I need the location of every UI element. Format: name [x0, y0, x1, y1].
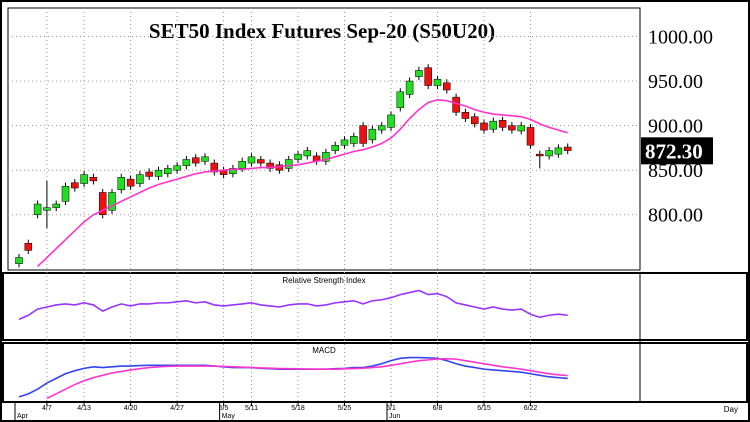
candle-body [508, 125, 516, 131]
candle-body [238, 161, 246, 169]
candle-body [61, 185, 70, 202]
candle-body [517, 125, 525, 132]
candle-body [108, 192, 116, 211]
candle-body [210, 162, 219, 173]
month-label: Apr [17, 413, 29, 420]
x-tick-label: 6/1 [386, 405, 396, 412]
candle-body [201, 156, 209, 162]
y-tick-label: 1000.00 [648, 27, 713, 49]
x-axis-label: Day [724, 405, 738, 414]
candle-body [563, 146, 572, 151]
x-tick-label: 5/5 [219, 405, 229, 412]
candle-body [52, 203, 60, 208]
candle-body [461, 112, 470, 119]
candle-body [470, 116, 479, 125]
candle-body [489, 120, 498, 130]
candle-body [554, 147, 563, 155]
candle-body [15, 257, 23, 265]
macd-title: MACD [312, 346, 336, 355]
candle-body [191, 157, 200, 164]
candle-body [24, 243, 33, 251]
candle-body [294, 153, 302, 160]
price-panel [7, 7, 641, 271]
x-tick-label: 6/15 [477, 405, 491, 412]
candle-body [43, 207, 51, 211]
candle-body [33, 203, 42, 215]
x-tick-label: 5/11 [245, 405, 258, 412]
rsi-panel [2, 272, 748, 341]
y-tick-label: 850.00 [648, 160, 703, 182]
candle-body [359, 125, 367, 144]
candle-body [536, 153, 544, 157]
candle-body [303, 150, 312, 157]
candle-body [387, 114, 395, 128]
candle-body [98, 192, 107, 215]
candle-body [247, 156, 256, 164]
rsi-title: Relative Strength Index [282, 276, 365, 285]
x-tick-label: 4/13 [77, 405, 91, 412]
candle-body [182, 159, 191, 166]
x-tick-label: 4/27 [170, 405, 184, 412]
candle-body [526, 127, 535, 146]
candle-body [377, 125, 386, 131]
x-tick-label: 5/25 [338, 405, 352, 412]
candle-body [433, 79, 442, 86]
candle-body [443, 82, 451, 91]
candle-body [229, 168, 237, 175]
candle-body [368, 128, 377, 141]
candle-body [424, 67, 432, 86]
candle-body [257, 159, 265, 164]
candle-body [154, 169, 163, 177]
x-tick-label: 4/7 [42, 405, 52, 412]
candle-body [173, 165, 181, 171]
last-price-label: 872.30 [645, 139, 703, 163]
candle-body [405, 80, 414, 95]
chart-title: SET50 Index Futures Sep-20 (S50U20) [149, 19, 495, 43]
candle-body [89, 177, 98, 182]
candle-body [480, 122, 488, 131]
candle-body [284, 159, 293, 169]
candle-body [322, 152, 330, 162]
month-label: May [222, 413, 236, 420]
x-tick-label: 6/8 [433, 405, 443, 412]
y-tick-label: 950.00 [648, 71, 703, 93]
candle-body [80, 174, 88, 184]
candle-body [415, 70, 423, 77]
candle-body [350, 136, 358, 144]
candle-body [498, 120, 507, 128]
candle-body [545, 150, 553, 157]
candle-body [164, 168, 172, 175]
y-tick-label: 900.00 [648, 116, 703, 138]
x-tick-label: 6/22 [524, 405, 538, 412]
indicator-line [18, 289, 568, 321]
y-tick-label: 800.00 [648, 205, 703, 227]
indicator-line [46, 357, 568, 400]
candle-body [331, 144, 339, 151]
candle-body [117, 177, 126, 191]
month-label: Jun [389, 413, 400, 420]
candle-body [340, 139, 349, 146]
x-tick-label: 5/18 [291, 405, 305, 412]
x-tick-label: 4/20 [124, 405, 138, 412]
candle-body [266, 162, 274, 169]
candle-body [145, 171, 153, 177]
candle-body [126, 178, 135, 187]
candle-body [71, 182, 79, 189]
candle-body [136, 174, 144, 184]
last-price-badge [641, 137, 713, 165]
moving-average [37, 98, 568, 268]
candle-body [396, 91, 405, 109]
